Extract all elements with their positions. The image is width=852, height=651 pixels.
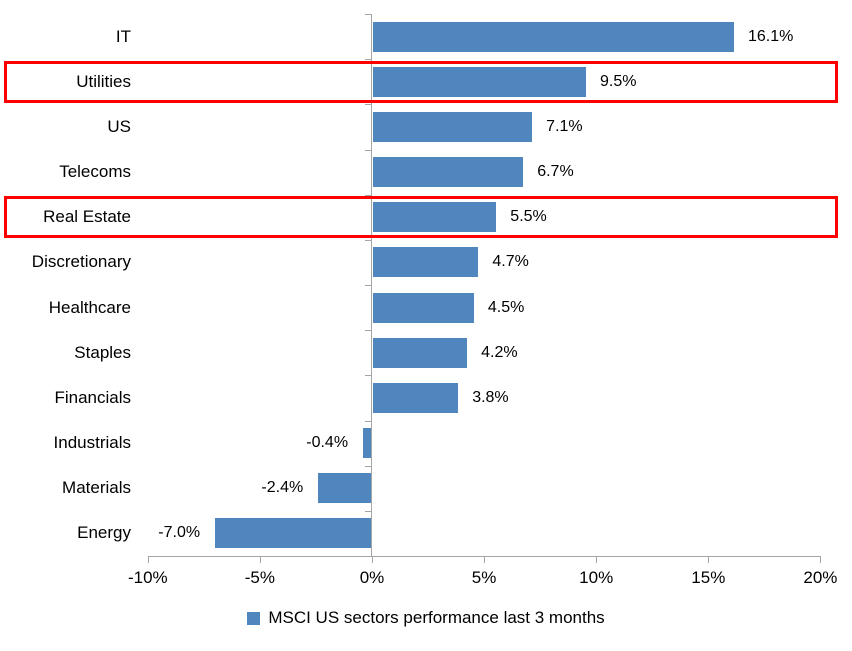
bar-value-label: 4.5% xyxy=(487,298,525,316)
category-label: IT xyxy=(115,26,131,46)
category-label: Utilities xyxy=(76,71,131,91)
category-axis-tick xyxy=(365,239,372,241)
bar-value-label: 9.5% xyxy=(599,72,637,90)
x-axis-tick-label: 10% xyxy=(579,568,614,587)
legend: MSCI US sectors performance last 3 month… xyxy=(0,608,852,628)
x-axis-tick-label: 0% xyxy=(359,568,385,587)
category-axis-tick xyxy=(365,420,372,422)
category-label: Healthcare xyxy=(48,297,131,317)
x-axis-tick xyxy=(372,556,373,563)
category-axis-tick xyxy=(365,59,372,61)
category-label: Materials xyxy=(62,478,131,498)
bar xyxy=(373,202,497,233)
bar xyxy=(373,157,524,188)
x-axis-tick-label: -10% xyxy=(127,568,168,587)
category-axis-tick xyxy=(365,149,372,151)
category-axis-tick xyxy=(365,14,372,15)
x-axis-tick-label: 20% xyxy=(803,568,838,587)
x-axis-tick-label: -5% xyxy=(244,568,276,587)
bar-value-label: -2.4% xyxy=(261,479,304,497)
bar-value-label: 4.7% xyxy=(492,253,529,271)
bar xyxy=(373,292,474,323)
category-label: Staples xyxy=(74,342,131,362)
x-axis-tick xyxy=(596,556,598,563)
x-axis-tick xyxy=(147,556,149,563)
category-axis-tick xyxy=(365,330,372,332)
category-axis-tick xyxy=(365,194,372,196)
category-axis-tick xyxy=(365,510,372,512)
bar xyxy=(373,382,459,413)
bar-value-label: 6.7% xyxy=(537,163,574,181)
x-axis-tick xyxy=(259,556,261,563)
bar-value-label: 5.5% xyxy=(510,208,547,226)
bar-value-label: 16.1% xyxy=(747,27,794,45)
category-axis-tick xyxy=(365,465,372,467)
bar xyxy=(373,247,479,278)
legend-label: MSCI US sectors performance last 3 month… xyxy=(268,608,605,627)
category-label: Industrials xyxy=(53,433,131,453)
bar xyxy=(373,111,533,142)
bar-value-label: -0.4% xyxy=(306,434,349,452)
category-axis-tick xyxy=(365,285,372,286)
highlight-box xyxy=(4,196,838,239)
x-axis-tick xyxy=(708,556,710,563)
category-label: Real Estate xyxy=(43,207,131,227)
category-label: Energy xyxy=(77,523,131,543)
x-axis-tick-label: 15% xyxy=(691,568,726,587)
bar xyxy=(363,428,372,459)
bar-value-label: 3.8% xyxy=(472,388,509,406)
x-axis-tick xyxy=(820,556,822,563)
x-axis-tick-label: 5% xyxy=(471,568,497,587)
bar-value-label: 4.2% xyxy=(481,343,518,361)
bar-value-label: -7.0% xyxy=(158,524,201,542)
category-label: Discretionary xyxy=(31,252,131,272)
bar-value-label: 7.1% xyxy=(546,117,583,135)
category-label: Financials xyxy=(54,387,131,407)
bar xyxy=(215,518,372,549)
category-axis-tick xyxy=(365,104,372,106)
category-label: Telecoms xyxy=(59,162,131,182)
category-axis-tick xyxy=(365,375,372,377)
bar xyxy=(373,337,468,368)
highlight-box xyxy=(4,60,838,103)
bar xyxy=(318,473,372,504)
x-axis-tick xyxy=(484,556,486,563)
bar xyxy=(373,21,734,52)
category-label: US xyxy=(107,116,131,136)
bar xyxy=(373,66,586,97)
legend-marker-icon xyxy=(247,611,261,625)
